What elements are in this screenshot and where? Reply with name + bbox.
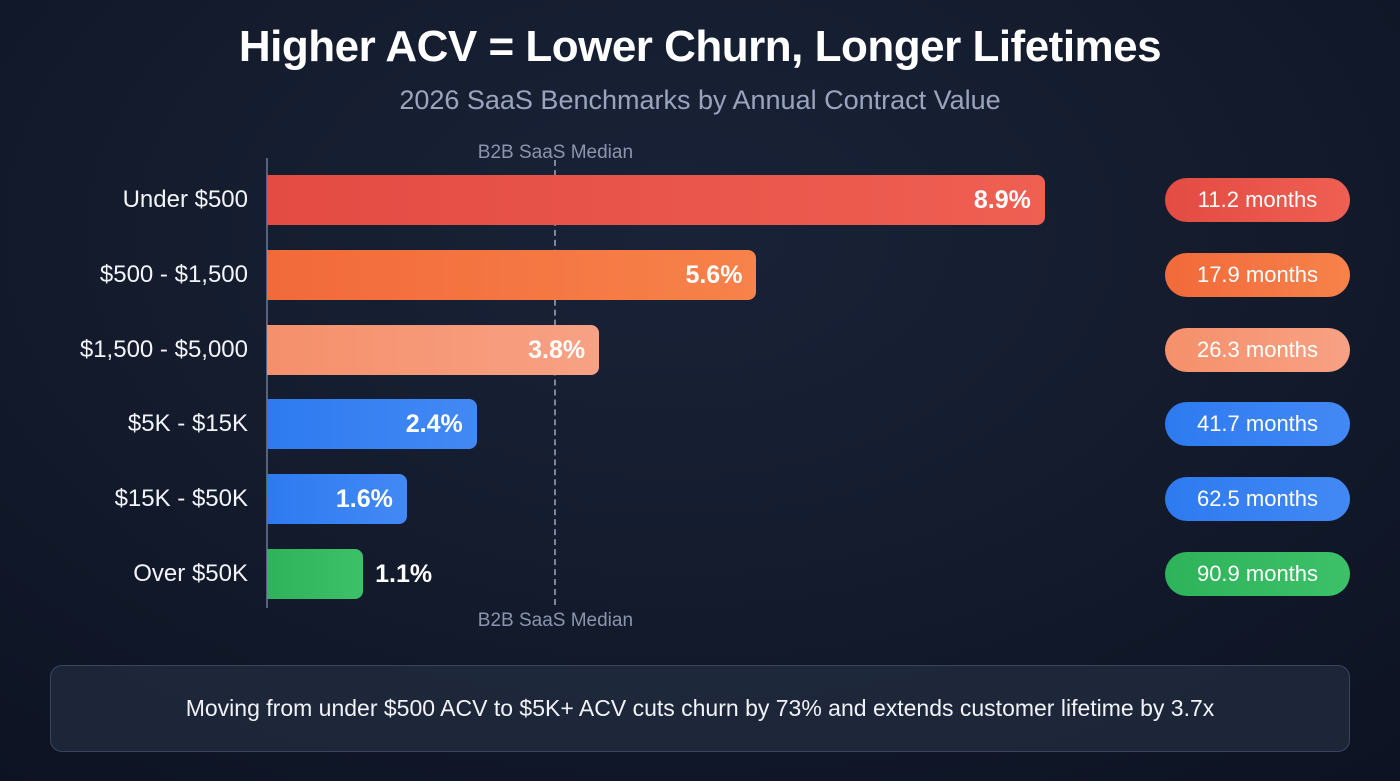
bar-value-label: 1.6% (335, 485, 393, 514)
bar-track: 1.1% (267, 549, 432, 599)
bar-track: 5.6% (267, 249, 757, 300)
bar-value-label: 8.9% (973, 186, 1031, 214)
chart-subtitle: 2026 SaaS Benchmarks by Annual Contract … (399, 85, 1001, 115)
median-reference-line (554, 160, 557, 605)
insight-text: Moving from under $500 ACV to $5K+ ACV c… (185, 695, 1215, 721)
bar-track: 8.9% (267, 175, 1045, 225)
median-label-bottom: B2B SaaS Median (477, 610, 634, 631)
category-label: Under $500 (122, 186, 248, 213)
category-label: $500 - $1,500 (99, 260, 248, 288)
bar-value-label: 3.8% (528, 335, 586, 364)
lifetime-pill[interactable]: 11.2 months (1165, 178, 1350, 222)
lifetime-pill[interactable]: 41.7 months (1165, 402, 1350, 447)
category-label: $5K - $15K (127, 410, 248, 438)
category-label: Over $50K (133, 560, 248, 587)
insight-callout: Moving from under $500 ACV to $5K+ ACV c… (50, 665, 1350, 752)
table-row: $1,500 - $5,000 3.8% 26.3 months (0, 324, 1400, 375)
bar-value-label: 5.6% (685, 260, 743, 289)
lifetime-pill[interactable]: 26.3 months (1165, 327, 1350, 372)
lifetime-pill[interactable]: 90.9 months (1165, 552, 1350, 596)
churn-bar[interactable] (267, 549, 364, 599)
churn-bar[interactable] (267, 474, 407, 525)
lifetime-pill[interactable]: 17.9 months (1165, 252, 1350, 297)
table-row: $500 - $1,500 5.6% 17.9 months (0, 249, 1400, 300)
median-label-top: B2B SaaS Median (477, 142, 634, 163)
bar-value-label: 2.4% (405, 410, 463, 439)
bar-value-label: 1.1% (375, 560, 433, 588)
chart-title: Higher ACV = Lower Churn, Longer Lifetim… (238, 22, 1162, 71)
table-row: Over $50K 1.1% 90.9 months (0, 549, 1400, 599)
bar-track: 1.6% (267, 474, 407, 525)
churn-bar[interactable] (267, 249, 757, 300)
y-axis-line (266, 158, 268, 608)
category-label: $1,500 - $5,000 (79, 335, 248, 363)
churn-bar[interactable] (267, 324, 600, 375)
lifetime-pill[interactable]: 62.5 months (1165, 477, 1350, 522)
category-label: $15K - $50K (114, 485, 248, 513)
churn-bar[interactable] (267, 175, 1045, 225)
bar-track: 2.4% (267, 399, 477, 450)
bar-track: 3.8% (267, 324, 600, 375)
table-row: $15K - $50K 1.6% 62.5 months (0, 474, 1400, 525)
table-row: Under $500 8.9% 11.2 months (0, 175, 1400, 225)
churn-bar[interactable] (267, 399, 477, 450)
table-row: $5K - $15K 2.4% 41.7 months (0, 399, 1400, 450)
